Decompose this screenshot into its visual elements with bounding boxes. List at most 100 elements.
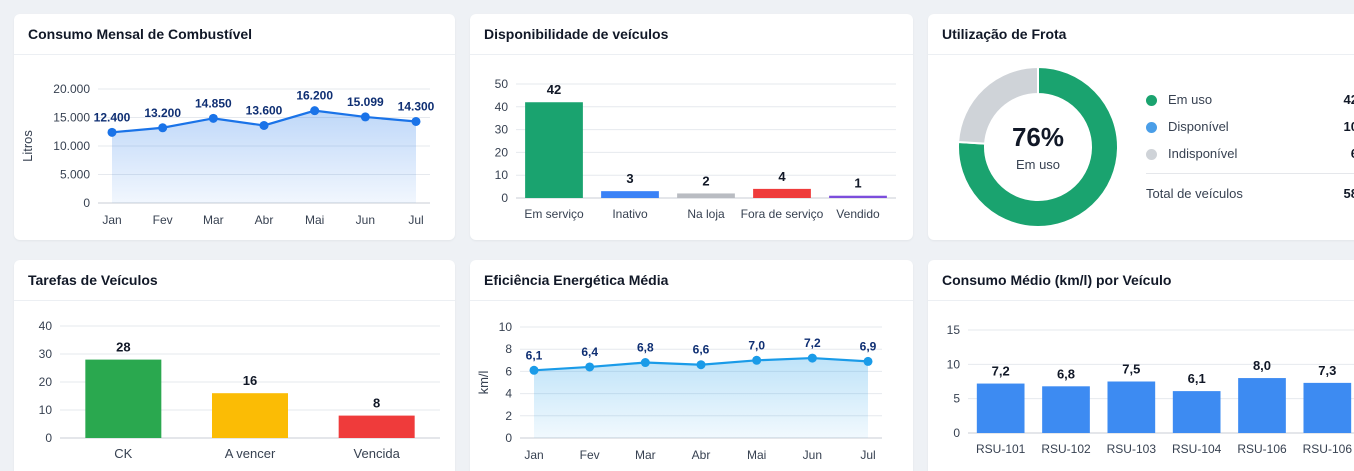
y-tick-label: 0	[501, 191, 508, 205]
legend-item-available: Disponível 10	[1146, 119, 1354, 137]
total-label: Total de veículos	[1146, 186, 1243, 201]
y-tick-label: 10	[499, 320, 513, 334]
x-tick-label: Na loja	[687, 207, 725, 221]
y-tick-label: 0	[45, 431, 52, 445]
card-divider	[470, 300, 913, 301]
y-tick-label: 5.000	[60, 168, 90, 182]
y-tick-label: 0	[505, 431, 512, 445]
y-tick-label: 30	[495, 123, 509, 137]
legend-swatch	[1146, 95, 1157, 106]
data-point	[696, 360, 706, 370]
bar	[1107, 381, 1156, 433]
data-label: 6,4	[581, 345, 598, 359]
data-label: 28	[116, 340, 130, 355]
data-point	[158, 123, 168, 133]
card-title: Consumo Mensal de Combustível	[28, 26, 253, 42]
energy-efficiency-card: Eficiência Energética Média 0 2 4 6 8 10 6,1 Ja…	[470, 260, 913, 471]
x-tick-label: Jun	[803, 448, 822, 462]
x-tick-label: RSU-102	[1041, 442, 1091, 456]
card-divider	[928, 54, 1354, 55]
data-label: 12.400	[94, 110, 131, 124]
data-point	[863, 356, 873, 366]
card-title: Consumo Médio (km/l) por Veículo	[942, 272, 1172, 288]
card-divider	[928, 300, 1354, 301]
data-label: 7,2	[804, 336, 821, 350]
card-divider	[14, 300, 455, 301]
vehicle-tasks-card: Tarefas de Veículos 0 10 20 30 40 28 CK 16 A ven…	[14, 260, 455, 471]
bar	[1042, 386, 1090, 433]
y-tick-label: 50	[495, 77, 509, 91]
x-tick-label: Jul	[408, 213, 423, 227]
data-label: 8,0	[1253, 358, 1271, 373]
x-tick-label: Mar	[203, 213, 224, 227]
x-tick-label: RSU-104	[1172, 442, 1222, 456]
y-tick-label: 10.000	[53, 139, 90, 153]
donut-center-label: Em uso	[1015, 157, 1061, 172]
data-label: 7,5	[1122, 362, 1140, 377]
fleet-utilization-donut	[957, 65, 1119, 228]
y-tick-label: 10	[495, 168, 509, 182]
bar	[677, 193, 735, 198]
y-tick-label: 0	[83, 196, 90, 210]
legend-value: 6	[1351, 146, 1354, 161]
fleet-utilization-card: Utilização de Frota 76% Em uso Em uso 42…	[928, 14, 1354, 240]
data-label: 2	[702, 173, 709, 188]
vehicle-consumption-card: Consumo Médio (km/l) por Veículo 0 5 10 15 7…	[928, 260, 1354, 471]
card-divider	[14, 54, 455, 55]
bar	[753, 188, 811, 198]
data-label: 6,8	[1057, 366, 1075, 381]
x-tick-label: Jul	[860, 448, 875, 462]
y-axis-label: km/l	[476, 370, 491, 394]
data-label: 7,0	[748, 338, 765, 352]
y-tick-label: 30	[39, 347, 53, 361]
y-tick-label: 10	[39, 403, 53, 417]
y-tick-label: 40	[39, 319, 53, 333]
card-divider	[470, 54, 913, 55]
fuel-consumption-chart: 0 5.000 10.000 15.000 20.000 12.400 Jan 13.200 F…	[20, 82, 435, 227]
data-point	[585, 362, 595, 372]
y-tick-label: 5	[953, 392, 960, 406]
y-axis-label: Litros	[20, 130, 35, 162]
legend-item-in-use: Em uso 42	[1146, 92, 1354, 110]
data-label: 14.850	[195, 96, 232, 110]
x-tick-label: Fev	[153, 213, 173, 227]
legend-label: Indisponível	[1168, 146, 1238, 161]
x-tick-label: Jun	[356, 213, 375, 227]
bar	[1172, 391, 1221, 433]
bar	[1238, 378, 1286, 433]
data-label: 14.300	[398, 99, 435, 113]
y-tick-label: 20	[39, 375, 53, 389]
bar	[976, 383, 1025, 433]
legend-label: Disponível	[1168, 119, 1229, 134]
x-tick-label: CK	[114, 446, 132, 461]
data-point	[640, 358, 650, 368]
x-tick-label: Abr	[255, 213, 274, 227]
y-tick-label: 20.000	[53, 82, 90, 96]
x-tick-label: RSU-101	[976, 442, 1026, 456]
data-label: 7,2	[992, 364, 1010, 379]
data-label: 6,6	[693, 343, 710, 357]
data-point	[107, 127, 117, 137]
legend-divider	[1146, 173, 1354, 174]
y-tick-label: 4	[505, 387, 512, 401]
data-point	[807, 353, 817, 363]
y-tick-label: 8	[505, 342, 512, 356]
x-tick-label: Fev	[580, 448, 600, 462]
series-area	[534, 358, 868, 438]
x-tick-label: Jan	[524, 448, 543, 462]
donut-slice	[957, 65, 1119, 228]
data-point	[259, 120, 269, 130]
card-title: Eficiência Energética Média	[484, 272, 669, 288]
card-title: Utilização de Frota	[942, 26, 1067, 42]
data-label: 15.099	[347, 95, 384, 109]
y-tick-label: 10	[947, 357, 961, 371]
data-label: 6,1	[526, 348, 543, 362]
data-point	[310, 106, 320, 116]
data-label: 13.200	[144, 106, 181, 120]
x-tick-label: RSU-106	[1303, 442, 1353, 456]
series-area	[112, 110, 416, 203]
y-tick-label: 15.000	[53, 111, 90, 125]
x-tick-label: Mai	[305, 213, 324, 227]
donut-slice	[957, 65, 1039, 145]
data-point	[360, 112, 370, 122]
